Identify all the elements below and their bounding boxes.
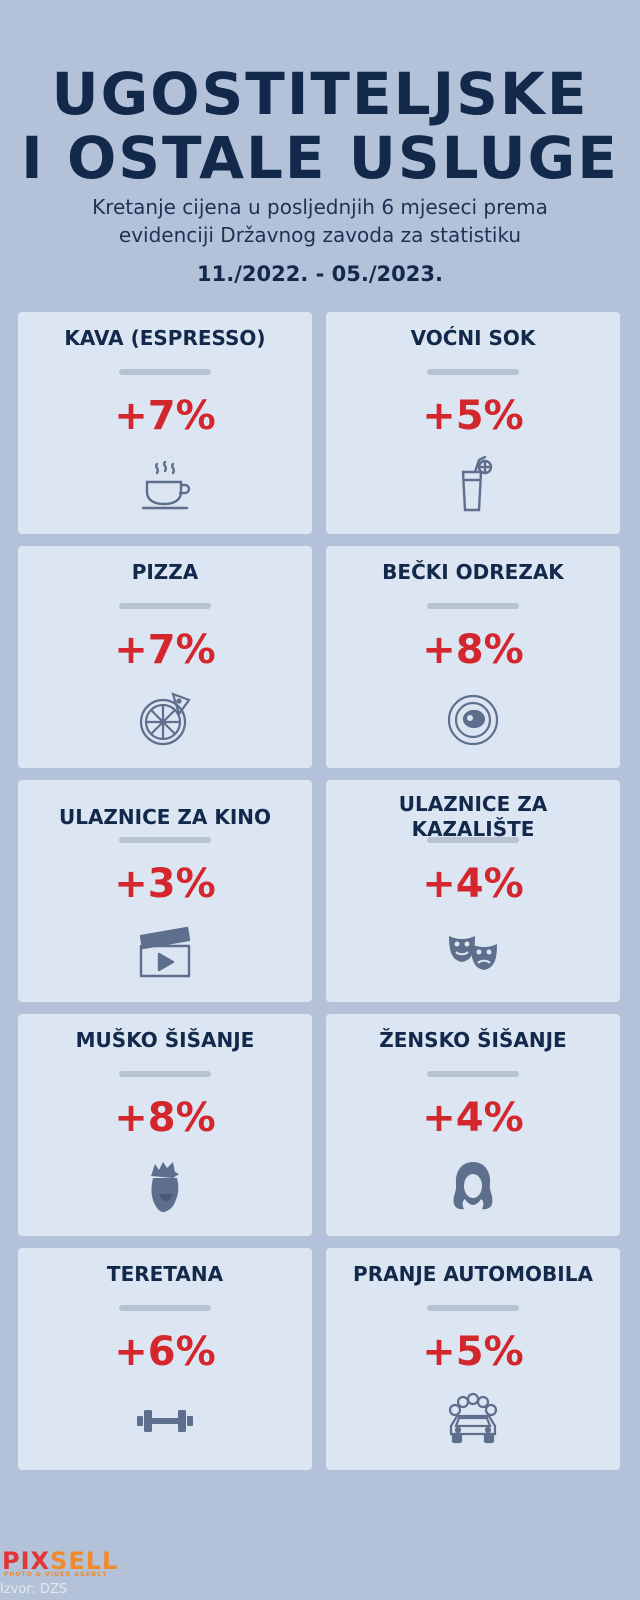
card-divider — [427, 1071, 519, 1077]
card-teretana: TERETANA +6% — [18, 1248, 312, 1470]
pixsell-logo: PIXSELL — [2, 1547, 119, 1575]
card-divider — [427, 369, 519, 375]
card-divider — [427, 837, 519, 843]
card-divider — [119, 603, 211, 609]
page-title-line2: I OSTALE USLUGE — [21, 124, 619, 192]
pizza-icon — [135, 688, 195, 748]
card-divider — [119, 837, 211, 843]
man-haircut-icon — [135, 1156, 195, 1216]
subtitle: Kretanje cijena u posljednjih 6 mjeseci … — [0, 193, 640, 249]
car-wash-icon — [443, 1390, 503, 1450]
card-pizza: PIZZA +7% — [18, 546, 312, 768]
card-value: +3% — [114, 861, 216, 907]
clapperboard-icon — [135, 922, 195, 982]
card-pranje-automobila: PRANJE AUTOMOBILA +5% — [326, 1248, 620, 1470]
dumbbell-icon — [135, 1390, 195, 1450]
card-title: ŽENSKO ŠIŠANJE — [379, 1028, 567, 1052]
card-value: +8% — [114, 1095, 216, 1141]
card-value: +4% — [422, 1095, 524, 1141]
card-divider — [427, 1305, 519, 1311]
card-value: +5% — [422, 1329, 524, 1375]
source-label: Izvor: DZS — [0, 1582, 68, 1597]
card-value: +7% — [114, 627, 216, 673]
card-kava: KAVA (ESPRESSO) +7% — [18, 312, 312, 534]
card-title: ULAZNICE ZA KINO — [58, 804, 272, 829]
theater-masks-icon — [443, 922, 503, 982]
plate-icon — [443, 688, 503, 748]
subtitle-line2: evidenciji Državnog zavoda za statistiku — [118, 223, 522, 247]
subtitle-line1: Kretanje cijena u posljednjih 6 mjeseci … — [92, 195, 548, 219]
card-vocni-sok: VOĆNI SOK +5% — [326, 312, 620, 534]
card-divider — [119, 369, 211, 375]
card-title: PRANJE AUTOMOBILA — [353, 1262, 593, 1286]
coffee-cup-icon — [135, 454, 195, 514]
card-kazaliste: ULAZNICE ZA KAZALIŠTE +4% — [326, 780, 620, 1002]
card-title: ULAZNICE ZA KAZALIŠTE — [398, 792, 548, 841]
card-divider — [119, 1305, 211, 1311]
card-becki-odrezak: BEČKI ODREZAK +8% — [326, 546, 620, 768]
card-divider — [427, 603, 519, 609]
card-musko-sisanje: MUŠKO ŠIŠANJE +8% — [18, 1014, 312, 1236]
card-value: +4% — [422, 861, 524, 907]
card-zensko-sisanje: ŽENSKO ŠIŠANJE +4% — [326, 1014, 620, 1236]
card-title: PIZZA — [131, 560, 199, 584]
card-value: +8% — [422, 627, 524, 673]
card-title: VOĆNI SOK — [410, 326, 536, 350]
card-value: +6% — [114, 1329, 216, 1375]
card-divider — [119, 1071, 211, 1077]
card-title: MUŠKO ŠIŠANJE — [75, 1028, 255, 1052]
card-title: TERETANA — [106, 1262, 224, 1286]
card-title: BEČKI ODREZAK — [382, 560, 564, 584]
juice-glass-icon — [443, 454, 503, 514]
card-kino: ULAZNICE ZA KINO +3% — [18, 780, 312, 1002]
page-title-line1: UGOSTITELJSKE — [51, 60, 589, 128]
logo-tagline: PHOTO & VIDEO AGENCY — [4, 1571, 108, 1578]
card-title: KAVA (ESPRESSO) — [64, 326, 266, 350]
card-value: +5% — [422, 393, 524, 439]
period-label: 11./2022. - 05./2023. — [197, 262, 443, 286]
woman-hair-icon — [443, 1156, 503, 1216]
card-value: +7% — [114, 393, 216, 439]
